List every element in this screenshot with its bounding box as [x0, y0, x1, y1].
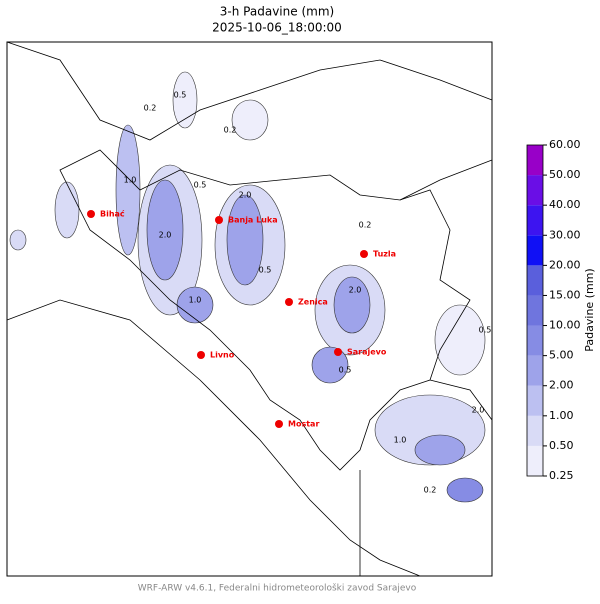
city-dot [215, 216, 223, 224]
contour-label: 1.0 [189, 296, 202, 305]
city-label: Tuzla [373, 250, 396, 259]
colorbar-segment [527, 175, 543, 206]
colorbar-segment [527, 265, 543, 296]
city-label: Zenica [298, 298, 328, 307]
colorbar-segment [527, 415, 543, 446]
colorbar-tick-label: 40.00 [549, 198, 581, 211]
colorbar-segment [527, 235, 543, 266]
colorbar-segment [527, 205, 543, 236]
contour-label: 0.2 [359, 221, 372, 230]
city-label: Sarajevo [347, 348, 387, 357]
colorbar-segment [527, 145, 543, 176]
city-dot [275, 420, 283, 428]
colorbar-tick-label: 5.00 [549, 349, 574, 362]
city-dot [285, 298, 293, 306]
contour-label: 1.0 [124, 176, 137, 185]
contour-label: 2.0 [239, 191, 252, 200]
colorbar-tick-label: 10.00 [549, 319, 581, 332]
colorbar: 0.25 0.50 1.00 2.00 5.00 10.00 15.00 20.00 30.00… [526, 138, 581, 482]
contour-label: 0.5 [174, 91, 187, 100]
contour-labels: 0.2 0.5 1.0 2.0 0.2 0.5 2.0 1.0 0.5 0.2 2.0 0.5 1.0 0… [124, 91, 492, 495]
city-dot [360, 250, 368, 258]
colorbar-tick-label: 2.00 [549, 379, 574, 392]
colorbar-tick-label: 15.00 [549, 288, 581, 301]
contour-label: 2.0 [349, 286, 362, 295]
colorbar-tick-label: 0.25 [549, 469, 574, 482]
colorbar-tick-label: 50.00 [549, 168, 581, 181]
city-dot [197, 351, 205, 359]
colorbar-tick-label: 1.00 [549, 409, 574, 422]
colorbar-segment [527, 295, 543, 326]
contour-label: 0.5 [259, 266, 272, 275]
cities: Bihać Banja Luka Tuzla Zenica Sarajevo Livno M… [87, 209, 396, 429]
precipitation [9, 71, 486, 503]
colorbar-segment [527, 445, 543, 476]
colorbar-tick-label: 0.50 [549, 439, 574, 452]
city-label: Banja Luka [228, 216, 278, 225]
contour-label: 0.2 [224, 126, 237, 135]
contour-label: 0.2 [424, 486, 437, 495]
contour-label: 1.0 [394, 436, 407, 445]
contour-label: 0.5 [339, 366, 352, 375]
city-dot [334, 348, 342, 356]
colorbar-label: Padavine (mm) [583, 268, 596, 351]
footer: WRF-ARW v4.6.1, Federalni hidrometeorolo… [138, 583, 417, 594]
colorbar-segment [527, 355, 543, 386]
title: 3-h Padavine (mm) [220, 5, 334, 19]
colorbar-tick-label: 30.00 [549, 228, 581, 241]
subtitle: 2025-10-06_18:00:00 [212, 21, 342, 35]
contour-label: 0.5 [194, 181, 207, 190]
contour-label: 2.0 [159, 231, 172, 240]
contour-label: 0.5 [479, 326, 492, 335]
contour-label: 0.2 [144, 104, 157, 113]
city-dot [87, 210, 95, 218]
contour-label: 2.0 [472, 406, 485, 415]
city-label: Bihać [100, 209, 125, 219]
city-label: Livno [210, 351, 235, 360]
borders [6, 41, 493, 577]
colorbar-tick-label: 20.00 [549, 258, 581, 271]
colorbar-segment [527, 385, 543, 416]
colorbar-segment [527, 325, 543, 356]
city-label: Mostar [288, 420, 319, 429]
colorbar-tick-label: 60.00 [549, 138, 581, 151]
colorbar-frame [526, 144, 544, 477]
map: 0.2 0.5 1.0 2.0 0.2 0.5 2.0 1.0 0.5 0.2 2.0 0.5 1.0 0… [6, 41, 493, 577]
